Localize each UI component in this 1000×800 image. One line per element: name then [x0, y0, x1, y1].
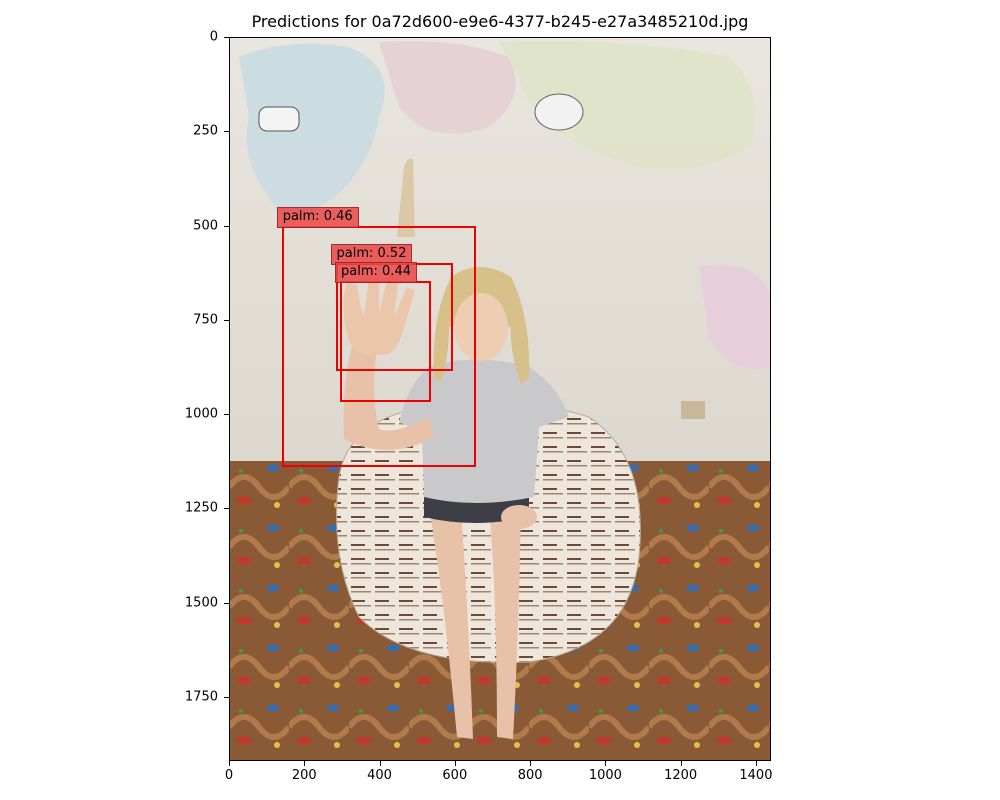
detection-label: palm: 0.44 [335, 262, 417, 284]
zebra-illustration [258, 106, 300, 132]
y-tick-mark [224, 319, 229, 321]
y-tick-label: 1250 [184, 500, 218, 516]
x-tick-mark [530, 761, 532, 766]
x-tick-label: 400 [367, 768, 392, 783]
detection-label: palm: 0.52 [330, 244, 413, 266]
elephant-illustration [534, 93, 584, 131]
x-tick-label: 1400 [739, 768, 773, 783]
y-tick-mark [224, 696, 229, 698]
wall-outlet [681, 401, 705, 419]
plot-title: Predictions for 0a72d600-e9e6-4377-b245-… [251, 12, 749, 31]
x-tick-label: 200 [291, 768, 317, 783]
map-europe [379, 41, 516, 134]
x-tick-label: 1000 [588, 768, 622, 783]
left-leg [429, 507, 473, 739]
map-africa [239, 43, 385, 220]
giraffe-illustration [397, 158, 415, 237]
y-tick-mark [224, 225, 229, 227]
x-tick-label: 800 [517, 768, 543, 783]
y-tick-label: 250 [193, 123, 218, 139]
photo-canvas [229, 37, 771, 761]
x-tick-label: 0 [224, 768, 234, 783]
x-tick-mark [755, 761, 757, 766]
y-tick-mark [224, 602, 229, 604]
map-asia [499, 41, 756, 170]
resting-hand [501, 505, 537, 529]
y-tick-label: 750 [193, 312, 218, 328]
open-palm-hand [343, 273, 415, 356]
x-tick-label: 1200 [664, 768, 698, 783]
right-leg [489, 507, 521, 739]
x-tick-label: 600 [442, 768, 468, 783]
x-tick-mark [454, 761, 456, 766]
y-tick-label: 1500 [184, 595, 218, 611]
map-australia [699, 265, 771, 369]
y-tick-label: 1750 [184, 689, 218, 705]
y-tick-mark [224, 37, 229, 38]
y-tick-label: 500 [193, 218, 218, 234]
raised-arm [343, 337, 434, 451]
face [454, 293, 508, 361]
y-tick-mark [224, 508, 229, 510]
y-tick-mark [224, 414, 229, 416]
x-tick-mark [605, 761, 607, 766]
y-tick-label: 0 [209, 29, 218, 45]
gray-tshirt [399, 359, 569, 503]
x-tick-mark [680, 761, 682, 766]
detection-label: palm: 0.46 [276, 206, 359, 228]
y-tick-label: 1000 [184, 406, 218, 422]
x-tick-mark [379, 761, 381, 766]
x-tick-mark [229, 761, 230, 766]
y-tick-mark [224, 131, 229, 133]
x-tick-mark [304, 761, 306, 766]
photo-illustration [229, 37, 771, 761]
